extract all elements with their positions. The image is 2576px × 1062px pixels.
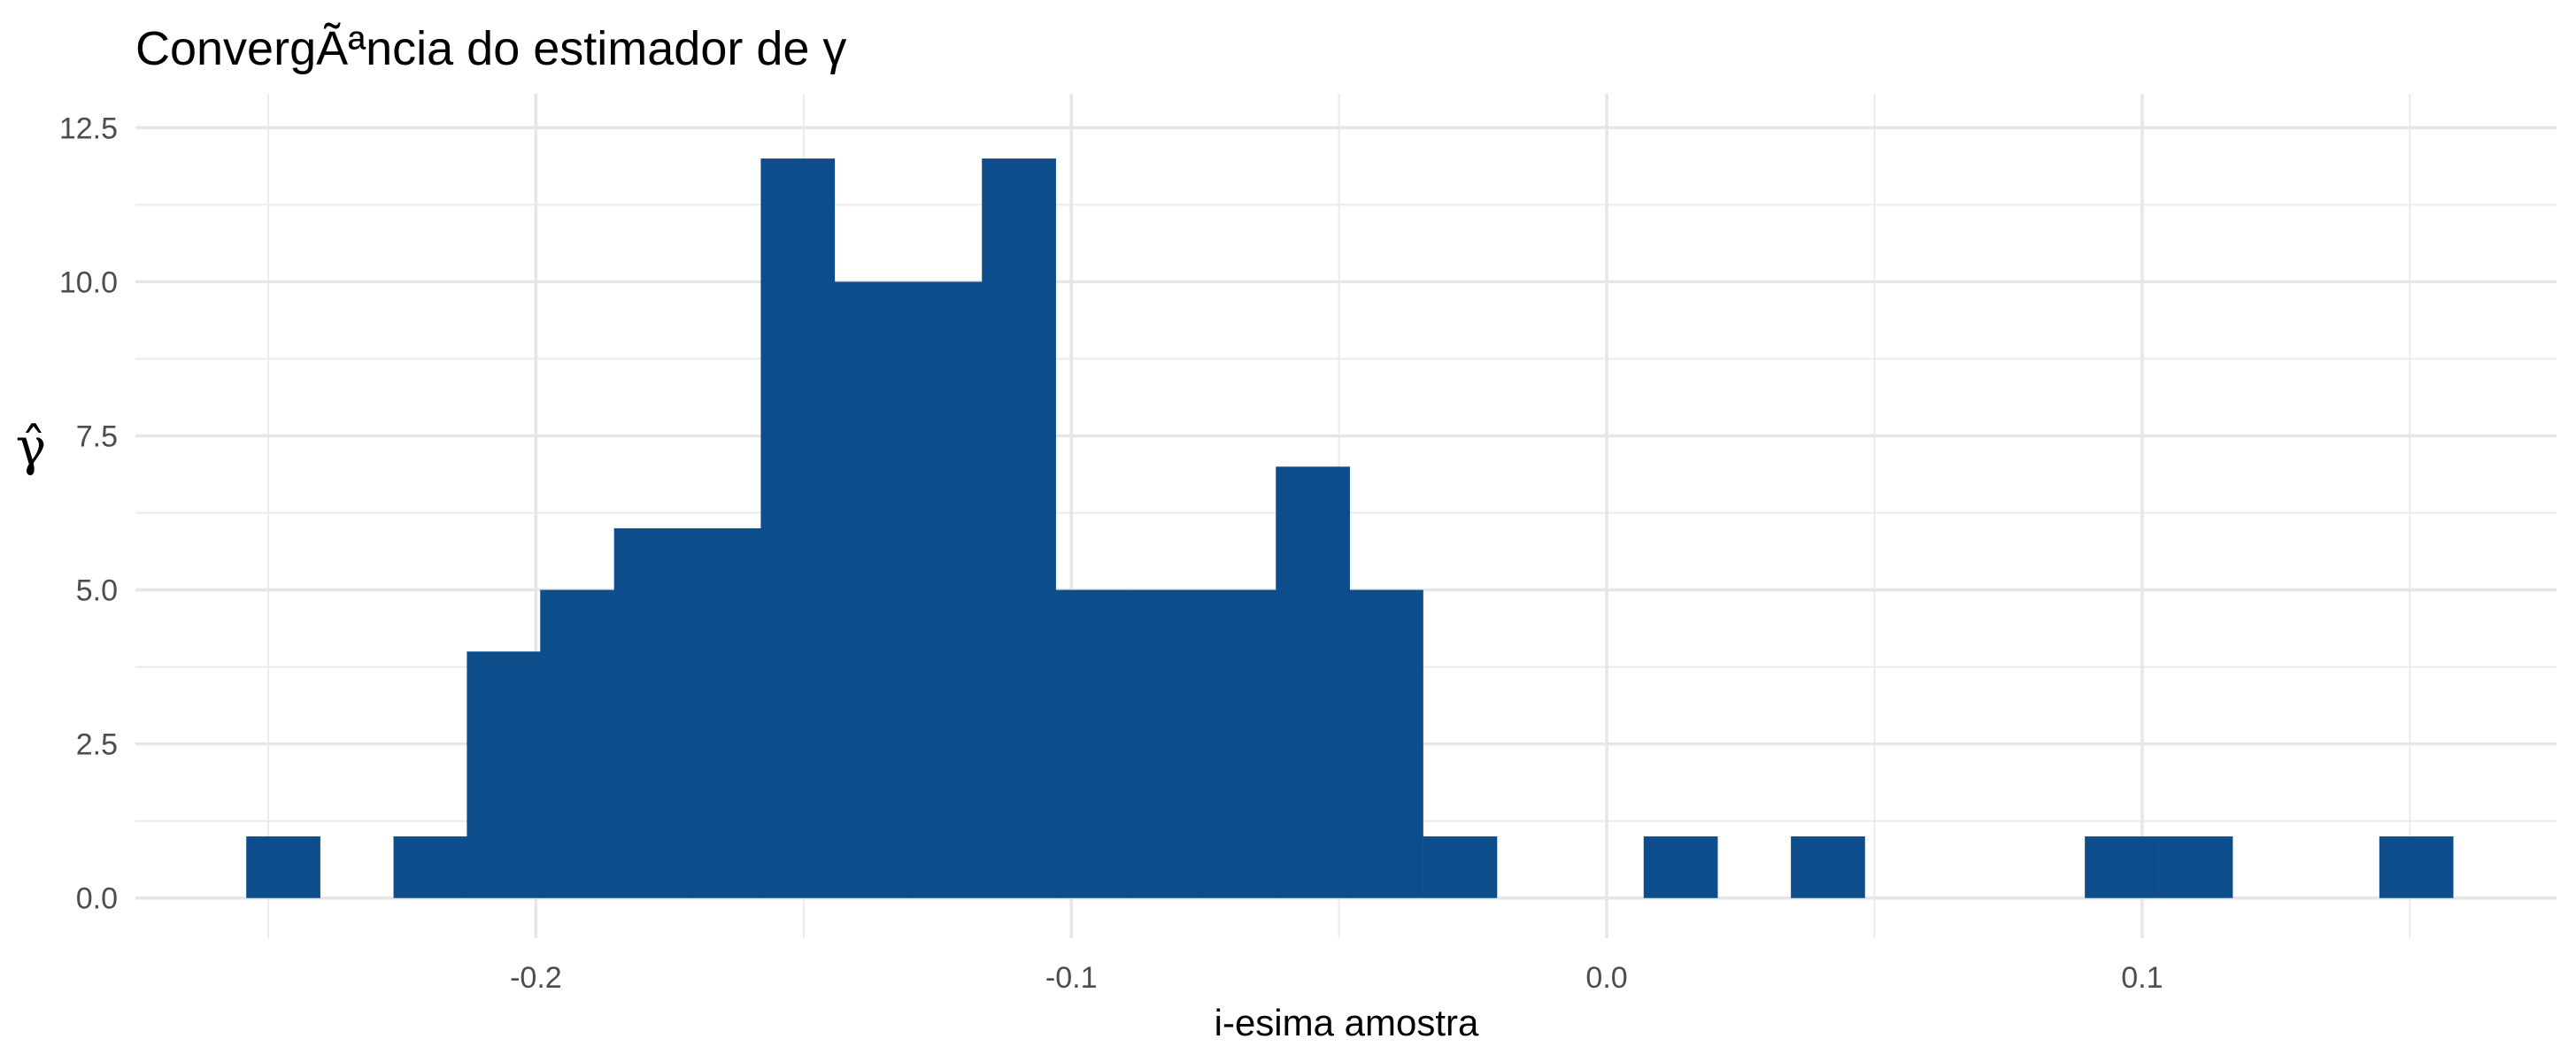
y-tick-label: 2.5	[76, 728, 118, 762]
histogram-bar	[834, 281, 909, 898]
y-tick-label: 12.5	[59, 112, 118, 145]
histogram-bar	[2158, 836, 2233, 898]
histogram-bar	[1276, 466, 1350, 898]
tick-label-layer: -0.2 -0.1 0.0 0.1 0.0 2.5 5.0 7.5 10.0 12.5	[59, 112, 2163, 995]
histogram-bar	[393, 836, 468, 898]
histogram-bar	[907, 281, 983, 898]
y-tick-label: 5.0	[76, 574, 118, 608]
histogram-bar	[687, 527, 762, 898]
y-tick-label: 0.0	[76, 882, 118, 916]
x-tick-label: 0.0	[1585, 961, 1627, 995]
histogram-bar	[1349, 589, 1423, 898]
x-tick-label: -0.1	[1045, 961, 1098, 995]
x-axis-title: i-esima amostra	[1215, 1002, 1479, 1043]
y-tick-label: 10.0	[59, 266, 118, 299]
histogram-bar	[1643, 836, 1718, 898]
histogram-bar	[1128, 589, 1203, 898]
y-axis-title: γ̂	[16, 417, 47, 477]
x-tick-label: -0.2	[510, 961, 562, 995]
y-tick-label: 7.5	[76, 419, 118, 453]
histogram-bar	[467, 651, 542, 898]
histogram-bar	[2085, 836, 2159, 898]
histogram-bar	[760, 158, 836, 898]
histogram-bar	[540, 589, 614, 898]
chart-title: ConvergÃªncia do estimador de γ	[135, 22, 846, 75]
histogram-bar	[1423, 836, 1498, 898]
histogram-bar	[613, 527, 689, 898]
bar-layer	[246, 158, 2454, 898]
histogram-bar	[246, 836, 320, 898]
histogram-bar	[1202, 589, 1277, 898]
x-tick-label: 0.1	[2121, 961, 2163, 995]
histogram-bar	[1055, 589, 1130, 898]
histogram-bar	[1791, 836, 1865, 898]
histogram-bar	[2379, 836, 2454, 898]
histogram-bar	[982, 158, 1056, 898]
